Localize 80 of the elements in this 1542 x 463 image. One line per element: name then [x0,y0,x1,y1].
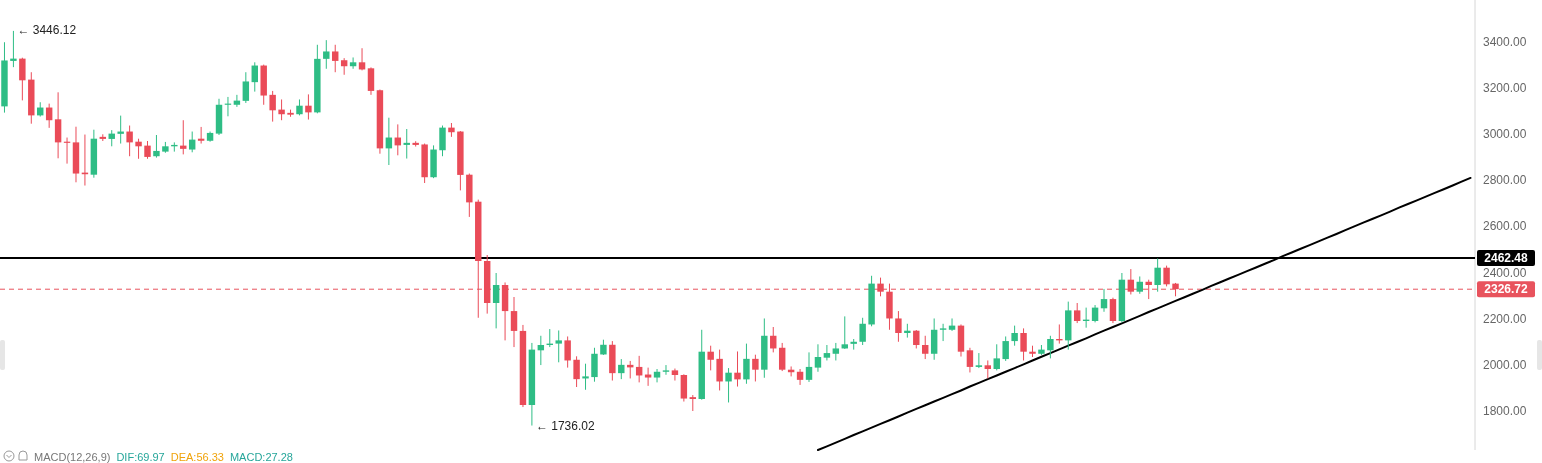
candlestick [492,272,500,329]
candlestick [975,352,983,369]
candlestick [930,317,938,361]
candlestick [573,355,580,388]
y-tick-label: 3000.00 [1483,127,1527,142]
candlestick [278,98,285,121]
candlestick [305,93,312,121]
candlestick [439,125,446,157]
ref-line-label: 2462.48 [1484,250,1529,265]
candlestick [618,358,625,380]
candlestick [859,317,866,346]
y-tick-label: 1800.00 [1483,404,1527,419]
candlestick [743,343,750,385]
candlestick [913,329,920,349]
candlestick [555,329,562,363]
candlestick [1073,302,1081,324]
candlestick [716,349,723,391]
y-tick-label: 2200.00 [1483,311,1527,326]
candlestick [644,367,652,387]
candlestick [966,347,974,373]
text: DEA:56.33 [170,451,224,463]
candlestick [126,125,133,157]
candlestick [778,342,786,372]
candlestick [10,30,17,68]
candlestick [197,126,205,145]
y-tick-label: 3200.00 [1483,81,1527,96]
text: MACD(12,26,9) [34,451,111,463]
candlestick [922,335,929,360]
candlestick [1020,327,1027,361]
candlestick [823,344,831,361]
candlestick [725,367,732,403]
y-tick-label: 3400.00 [1483,34,1527,49]
y-tick-label: 2000.00 [1483,357,1527,372]
y-tick-label: 2600.00 [1483,219,1527,234]
text: DIF:69.97 [116,451,165,463]
candlestick [54,91,62,159]
candlestick [1163,265,1170,287]
y-tick-label: 2800.00 [1483,173,1527,188]
candlestick [564,335,571,369]
candlestick [1011,325,1018,347]
candlestick [1047,335,1054,359]
candlestick [796,368,804,386]
candlestick [814,343,822,373]
candlestick [510,296,518,348]
candlestick [939,323,947,342]
ref-line-label: 2326.72 [1484,282,1529,297]
candlestick [153,134,160,159]
candlestick [242,71,250,104]
candlestick [752,354,759,382]
candlestick [734,350,741,388]
candlestick [19,57,26,101]
candlestick [707,345,714,371]
candlestick [591,347,598,383]
candlestick [582,363,589,391]
candlestick [323,39,330,70]
candlestick [1154,257,1161,293]
candlestick [269,90,276,123]
candlestick [367,66,375,96]
candlestick [349,56,357,70]
candlestick [403,128,410,160]
candlestick [653,368,661,383]
candlestick [1100,288,1108,313]
candlestick [358,47,366,71]
text: MACD:27.28 [229,451,293,463]
candlestick [662,364,670,376]
candlestick [1109,297,1117,324]
candlestick [251,61,258,93]
candlestick [117,115,124,145]
candlestick [188,131,196,153]
candlestick [680,373,688,403]
y-tick-label: 2400.00 [1483,265,1527,280]
candlestick [993,343,1000,371]
annotation: ← 1736.02 [535,418,595,433]
candlestick [135,138,142,160]
candlestick [1002,335,1009,362]
candlestick [332,44,339,73]
candlestick [895,310,902,343]
candlestick [671,368,679,382]
annotation: ← 3446.12 [17,22,77,37]
candlestick [805,351,813,383]
